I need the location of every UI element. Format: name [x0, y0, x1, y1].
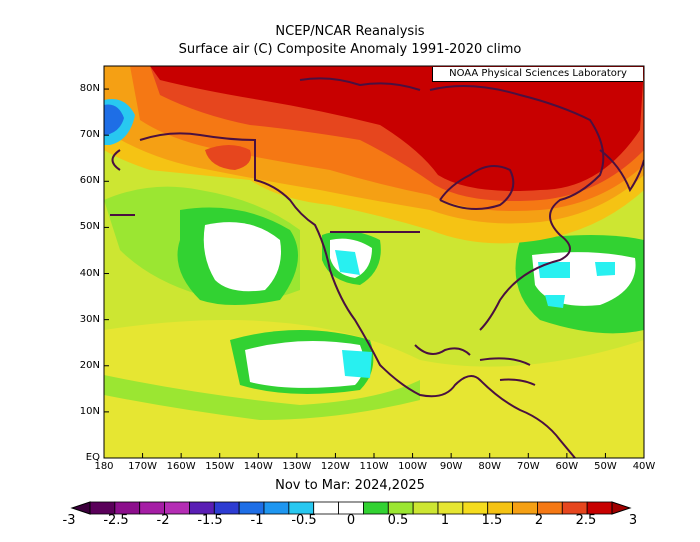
- lon-label: 130W: [282, 461, 312, 472]
- colorbar-label: 0.5: [387, 513, 409, 528]
- green-belt: [104, 375, 420, 420]
- lat-label: 40N: [79, 267, 100, 279]
- colorbar-label: -0.5: [291, 513, 317, 528]
- colorbar-label: 1: [440, 513, 450, 528]
- colorbar-label: -3: [62, 513, 76, 528]
- credit-label: NOAA Physical Sciences Laboratory: [432, 67, 643, 82]
- colorbar-label: -1.5: [197, 513, 223, 528]
- lon-label: 40W: [632, 461, 656, 472]
- lat-label: 50N: [79, 221, 100, 233]
- lat-label: 60N: [79, 175, 100, 187]
- lat-label: EQ: [85, 452, 100, 463]
- lat-label: 80N: [79, 83, 100, 95]
- chart-subtitle: Surface air (C) Composite Anomaly 1991-2…: [178, 42, 522, 57]
- lon-label: 160W: [166, 461, 196, 472]
- coastlines: [110, 77, 644, 458]
- baja-white: [245, 341, 364, 388]
- pacific-white: [203, 222, 281, 292]
- anomaly-field: [104, 66, 644, 458]
- lon-label: 100W: [398, 461, 428, 472]
- lon-label: 50W: [594, 461, 617, 472]
- colorbar-label: -1: [250, 513, 264, 528]
- lat-label: 70N: [79, 129, 100, 141]
- lon-label: 170W: [128, 461, 158, 472]
- chart-title: NCEP/NCAR Reanalysis: [275, 24, 425, 39]
- lat-label: 30N: [79, 313, 100, 325]
- colorbar: [70, 501, 632, 515]
- colorbar-label: -2: [156, 513, 170, 528]
- lon-label: 110W: [359, 461, 389, 472]
- lon-label: 90W: [439, 461, 463, 472]
- lon-label: 150W: [205, 461, 235, 472]
- colorbar-label: 0: [346, 513, 356, 528]
- colorbar-label: 3: [628, 513, 638, 528]
- period-label: Nov to Mar: 2024,2025: [275, 478, 425, 493]
- lat-label: 20N: [79, 359, 100, 371]
- baja-cyan: [342, 350, 372, 378]
- lon-label: 80W: [478, 461, 502, 472]
- lon-label: 60W: [555, 461, 579, 472]
- colorbar-right-arrow: [611, 501, 632, 515]
- colorbar-label: 1.5: [481, 513, 503, 528]
- axis-ticks: [103, 88, 645, 459]
- lon-label: 180: [94, 461, 114, 472]
- cold-spot: [104, 104, 124, 135]
- lon-label: 140W: [243, 461, 273, 472]
- warm-dark-red: [150, 66, 644, 191]
- lat-label: 10N: [79, 405, 100, 417]
- colorbar-label: -2.5: [103, 513, 129, 528]
- colorbar-label: 2: [534, 513, 544, 528]
- lon-label: 70W: [516, 461, 540, 472]
- lon-label: 120W: [320, 461, 350, 472]
- west-us-cyan: [335, 250, 360, 275]
- colorbar-left-arrow: [70, 501, 91, 515]
- colorbar-label: 2.5: [575, 513, 597, 528]
